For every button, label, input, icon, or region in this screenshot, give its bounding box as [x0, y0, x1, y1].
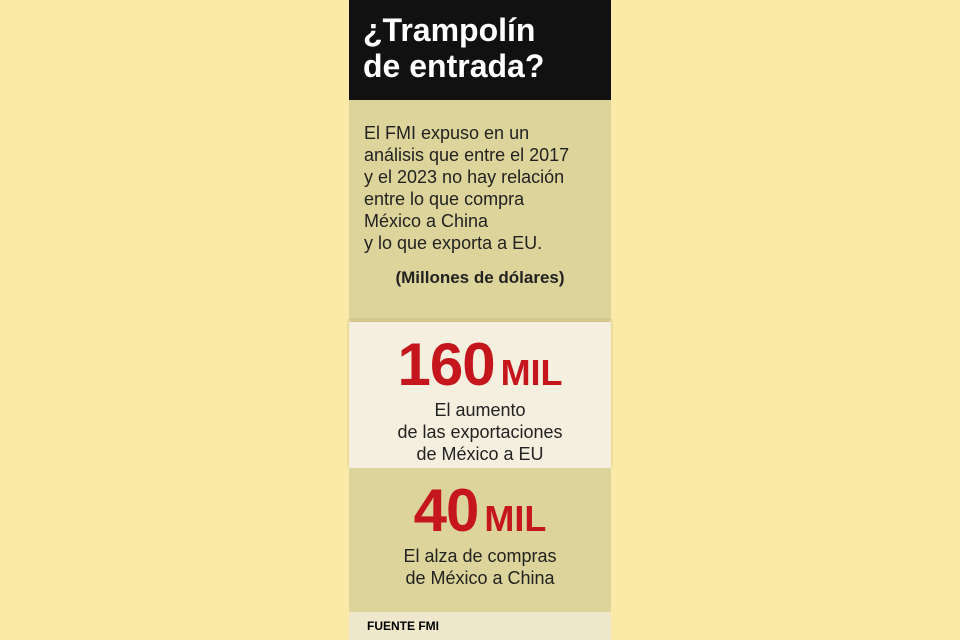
intro-line: análisis que entre el 2017	[364, 145, 570, 165]
stat-figure: 40 MIL	[349, 476, 611, 545]
header: ¿Trampolín de entrada?	[349, 0, 611, 100]
stat-unit: MIL	[500, 352, 563, 393]
infographic: ¿Trampolín de entrada? El FMI expuso en …	[349, 0, 611, 640]
stat-line: El aumento	[434, 400, 526, 420]
stat-number: 160	[397, 331, 495, 398]
stat-unit: MIL	[484, 498, 547, 539]
units: (Millones de dólares)	[395, 268, 565, 287]
intro-line: El FMI expuso en un	[364, 123, 530, 143]
stat-line: de México a EU	[416, 444, 544, 464]
stat-number: 40	[413, 477, 480, 544]
intro-line: y el 2023 no hay relación	[364, 167, 565, 187]
title-line: de entrada?	[363, 48, 545, 84]
stat-figure: 160 MIL	[349, 330, 611, 399]
stat: 40 MIL El alza de compras de México a China	[349, 468, 611, 612]
intro-line: entre lo que compra	[364, 189, 525, 209]
stat-line: de México a China	[405, 568, 555, 588]
stat: 160 MIL El aumento de las exportaciones de M…	[349, 322, 611, 468]
stat-line: El alza de compras	[403, 546, 557, 566]
intro-line: y lo que exporta a EU.	[364, 233, 543, 253]
title-line: ¿Trampolín	[363, 12, 536, 48]
intro: El FMI expuso en un análisis que entre e…	[349, 100, 611, 320]
stat-line: de las exportaciones	[397, 422, 563, 442]
intro-line: México a China	[364, 211, 489, 231]
source: FUENTE FMI	[349, 612, 611, 640]
